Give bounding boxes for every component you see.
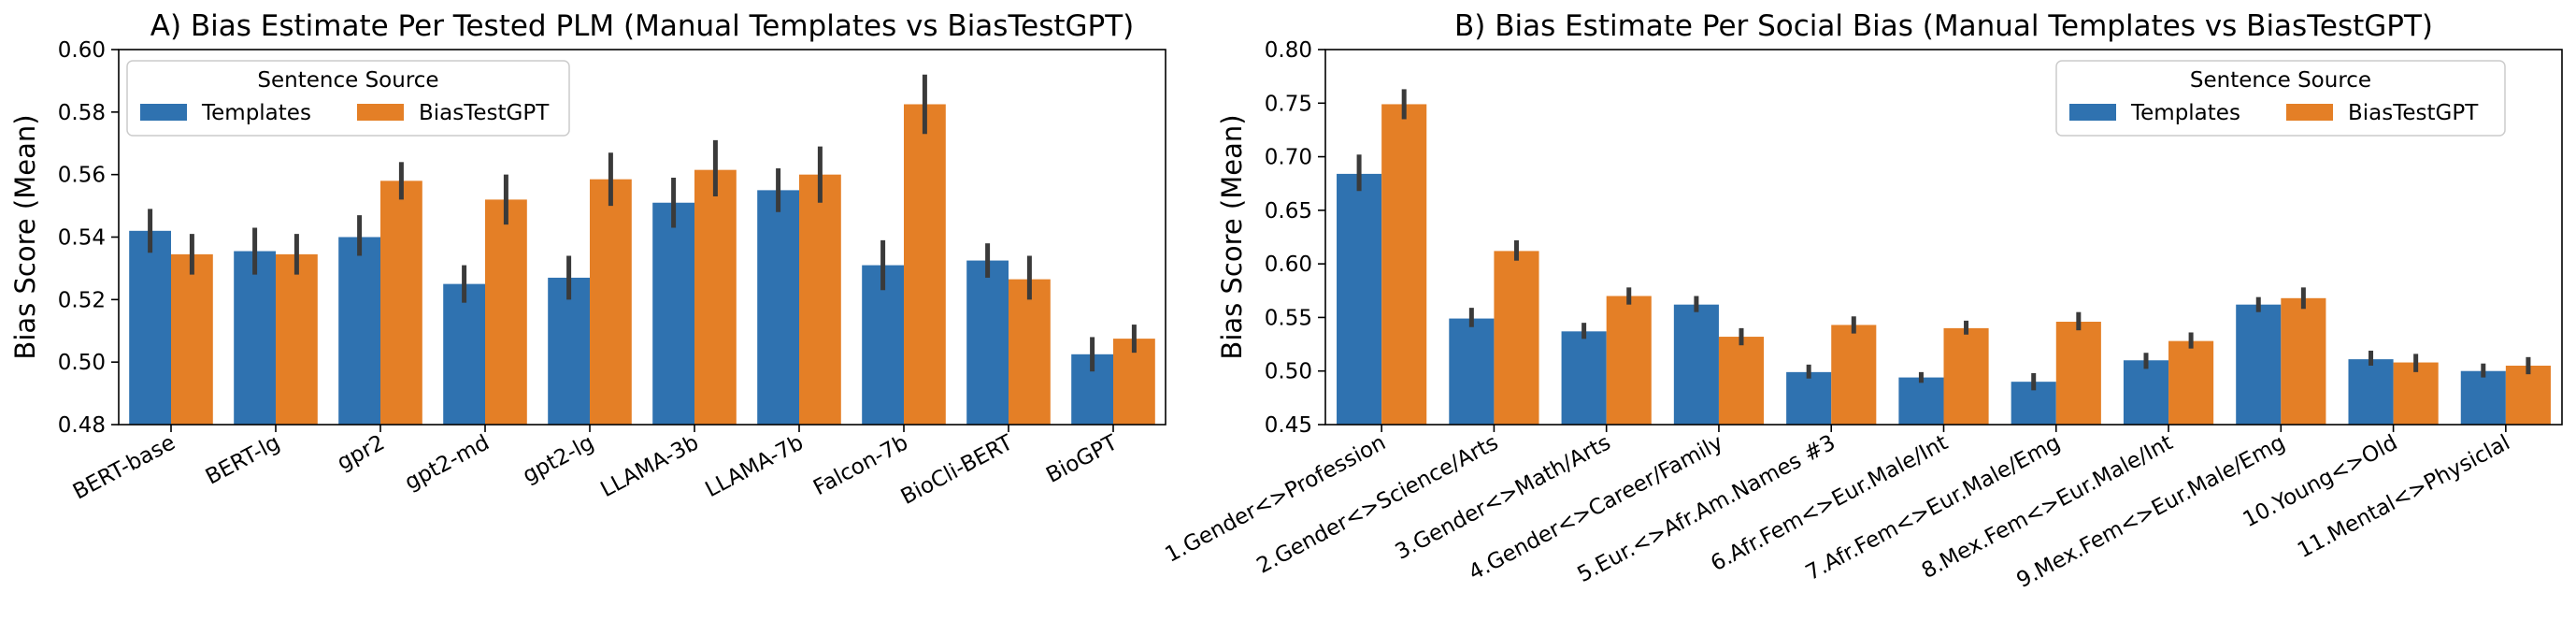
bar-biastestgpt-9	[2393, 362, 2439, 425]
x-tick-label: BioCli-BERT	[897, 430, 1018, 510]
bar-templates-3	[443, 283, 485, 425]
bar-biastestgpt-5	[694, 169, 737, 425]
legend-swatch-biastestgpt	[357, 104, 404, 121]
y-tick-label: 0.55	[1265, 306, 1312, 330]
bar-templates-10	[2460, 370, 2506, 425]
y-tick-label: 0.70	[1265, 146, 1312, 170]
bar-biastestgpt-1	[1494, 251, 1539, 425]
bar-biastestgpt-4	[1831, 325, 1877, 425]
y-tick-label: 0.75	[1265, 92, 1312, 116]
bar-templates-5	[1898, 377, 1944, 425]
bar-templates-1	[1449, 318, 1495, 425]
bar-biastestgpt-10	[2505, 365, 2551, 425]
legend-swatch-templates	[140, 104, 187, 121]
y-tick-label: 0.58	[58, 101, 106, 125]
chart-panel-a: 0.48 0.50 0.52 0.54 0.56 0.58 0.60 BERT-base BER…	[9, 9, 1166, 510]
bar-templates-6	[757, 190, 799, 425]
legend-title: Sentence Source	[2190, 68, 2371, 93]
y-tick-label: 0.52	[58, 288, 106, 312]
legend-swatch-biastestgpt	[2286, 104, 2333, 121]
bar-biastestgpt-9	[1113, 339, 1155, 425]
bar-biastestgpt-0	[171, 253, 213, 425]
x-tick-label: LLAMA-7b	[702, 430, 808, 502]
bar-biastestgpt-7	[904, 104, 946, 426]
legend-swatch-templates	[2069, 104, 2116, 121]
bar-templates-4	[1786, 371, 1832, 425]
chart-title: A) Bias Estimate Per Tested PLM (Manual …	[150, 9, 1135, 43]
chart-panel-b: 0.450.500.550.600.650.700.750.801.Gender…	[1162, 9, 2563, 593]
bar-templates-8	[966, 260, 1009, 425]
x-tick-label: 11.Mental<>Physiclal	[2294, 430, 2514, 563]
bar-biastestgpt-7	[2168, 340, 2214, 425]
bar-biastestgpt-5	[1943, 327, 1989, 425]
bar-templates-0	[1337, 173, 1382, 425]
legend-title: Sentence Source	[257, 68, 438, 93]
bar-biastestgpt-1	[276, 253, 318, 425]
bar-templates-3	[1673, 304, 1719, 425]
y-axis-label: Bias Score (Mean)	[9, 114, 41, 359]
bar-biastestgpt-6	[2055, 322, 2101, 425]
bar-templates-7	[2123, 360, 2169, 425]
bar-biastestgpt-8	[2281, 297, 2326, 425]
y-tick-label: 0.60	[58, 38, 106, 63]
bar-templates-8	[2236, 304, 2282, 425]
x-tick-label: gpr2	[334, 430, 389, 475]
bar-biastestgpt-6	[799, 174, 841, 425]
x-tick-label: Falcon-7b	[809, 430, 912, 500]
bar-biastestgpt-3	[1718, 337, 1765, 425]
legend: Sentence Source Templates BiasTestGPT	[2055, 60, 2506, 137]
bar-biastestgpt-4	[590, 179, 632, 425]
bar-biastestgpt-3	[485, 199, 527, 425]
bar-biastestgpt-8	[1009, 279, 1051, 425]
bar-biastestgpt-2	[380, 181, 422, 425]
x-tick-label: gpt2-lg	[519, 430, 598, 488]
y-tick-label: 0.45	[1265, 413, 1312, 438]
bar-templates-0	[129, 230, 171, 425]
bar-templates-1	[234, 251, 276, 425]
chart-title: B) Bias Estimate Per Social Bias (Manual…	[1454, 9, 2433, 43]
y-tick-label: 0.54	[58, 226, 106, 251]
x-tick-label: BERT-base	[69, 430, 179, 504]
y-axis-label: Bias Score (Mean)	[1216, 114, 1248, 359]
bar-templates-7	[862, 265, 904, 425]
x-tick-label: BERT-lg	[202, 430, 284, 489]
legend-label-templates: Templates	[2130, 101, 2240, 125]
bar-templates-5	[652, 202, 694, 425]
legend-label-biastestgpt: BiasTestGPT	[2348, 101, 2479, 125]
legend-box	[126, 60, 570, 137]
legend: Sentence Source Templates BiasTestGPT	[126, 60, 570, 137]
x-tick-label: BioGPT	[1042, 430, 1122, 488]
y-tick-label: 0.50	[1265, 360, 1312, 384]
bar-biastestgpt-0	[1381, 104, 1427, 425]
legend-label-templates: Templates	[201, 101, 311, 125]
legend-box	[2055, 60, 2506, 137]
y-tick-label: 0.65	[1265, 199, 1312, 224]
bar-templates-2	[1561, 331, 1607, 425]
y-tick-label: 0.80	[1265, 38, 1312, 63]
y-tick-label: 0.56	[58, 164, 106, 188]
bar-templates-9	[2348, 359, 2394, 425]
x-tick-label: gpt2-md	[401, 430, 494, 495]
y-tick-label: 0.48	[58, 413, 106, 438]
x-tick-label: LLAMA-3b	[597, 430, 703, 502]
y-tick-label: 0.60	[1265, 253, 1312, 277]
legend-label-biastestgpt: BiasTestGPT	[419, 101, 550, 125]
bar-biastestgpt-2	[1606, 296, 1652, 425]
bar-templates-2	[338, 237, 380, 425]
bar-templates-4	[548, 277, 590, 425]
y-tick-label: 0.50	[58, 351, 106, 375]
